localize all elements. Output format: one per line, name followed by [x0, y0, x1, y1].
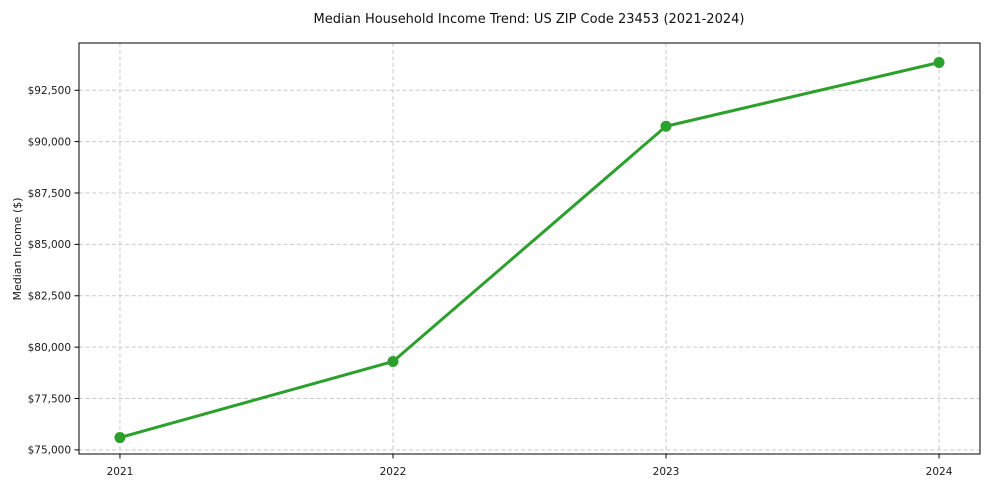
- grid-layer: [79, 43, 980, 454]
- chart-title: Median Household Income Trend: US ZIP Co…: [314, 12, 745, 27]
- y-tick-label: $82,500: [28, 291, 71, 303]
- data-point-2022: [387, 356, 399, 368]
- y-tick-label: $90,000: [28, 136, 71, 148]
- x-tick-label: 2024: [926, 466, 953, 478]
- trend-line: [118, 61, 941, 440]
- series-layer: [114, 57, 945, 444]
- data-point-2023: [660, 120, 672, 132]
- y-tick-label: $80,000: [28, 342, 71, 354]
- x-tick-label: 2022: [380, 466, 407, 478]
- y-tick-label: $87,500: [28, 188, 71, 200]
- x-tick-label: 2023: [653, 466, 680, 478]
- y-tick-label: $85,000: [28, 239, 71, 251]
- data-point-2024: [933, 57, 945, 69]
- axes-layer: $75,000 $77,500 $80,000 $82,500 $85,000 $87,5…: [28, 42, 981, 478]
- y-tick-label: $92,500: [28, 85, 71, 97]
- y-tick-label: $75,000: [28, 445, 71, 457]
- y-axis-label: Median Income ($): [11, 197, 24, 300]
- plot-border: [78, 42, 981, 455]
- y-tick-label: $77,500: [28, 393, 71, 405]
- data-point-2021: [114, 432, 126, 444]
- x-tick-label: 2021: [107, 466, 134, 478]
